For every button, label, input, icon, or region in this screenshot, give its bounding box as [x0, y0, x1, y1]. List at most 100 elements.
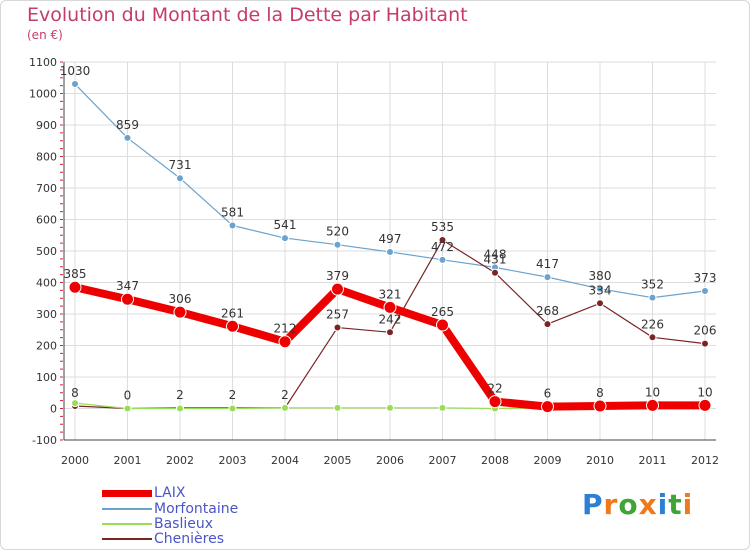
data-point-laix	[541, 400, 554, 414]
data-point-chenieres	[596, 299, 604, 308]
y-tick-label: 0	[50, 403, 57, 416]
legend-label-laix: LAIX	[154, 485, 186, 501]
data-label-morfontaine: 497	[379, 232, 402, 246]
data-point-laix	[226, 319, 239, 333]
y-tick-label: 700	[36, 182, 57, 195]
legend-label-morfontaine: Morfontaine	[154, 501, 239, 517]
legend-item-laix: LAIX	[102, 485, 185, 501]
data-point-morfontaine	[438, 255, 447, 264]
y-tick-label: -100	[32, 434, 57, 447]
data-label-laix: 22	[487, 382, 502, 396]
data-point-laix	[331, 282, 344, 296]
legend-swatch-baslieux	[102, 523, 152, 525]
brand-letter: r	[603, 488, 619, 521]
data-point-laix	[646, 398, 659, 412]
data-point-baslieux	[228, 404, 237, 413]
data-point-laix	[68, 280, 82, 294]
data-point-baslieux	[386, 403, 394, 412]
legend-swatch-chenieres	[102, 538, 152, 540]
data-label-chenieres: 2	[281, 388, 289, 402]
data-point-morfontaine	[281, 234, 289, 243]
brand-letter: i	[682, 488, 694, 521]
axes: -100010020030040050060070080090010001100…	[29, 56, 719, 467]
brand-letter: x	[638, 488, 658, 521]
series-lines	[68, 80, 712, 414]
legend-swatch-morfontaine	[102, 508, 152, 510]
data-label-chenieres: 431	[484, 253, 507, 267]
data-point-baslieux	[123, 404, 132, 413]
data-label-morfontaine: 417	[536, 257, 559, 271]
data-point-morfontaine	[386, 247, 394, 256]
data-label-morfontaine: 859	[116, 118, 139, 132]
grid-lines	[64, 61, 716, 440]
x-tick-label: 2006	[376, 454, 404, 467]
brand-letter: t	[668, 488, 683, 521]
data-label-morfontaine: 380	[589, 269, 612, 283]
data-label-laix: 6	[544, 387, 552, 401]
data-label-morfontaine: 472	[431, 240, 454, 254]
data-point-morfontaine	[596, 284, 604, 293]
data-point-baslieux	[438, 403, 447, 412]
y-tick-label: 300	[36, 308, 57, 321]
data-label-laix: 321	[379, 287, 402, 301]
data-label-laix: 10	[697, 385, 712, 399]
data-point-laix	[593, 399, 607, 413]
x-tick-label: 2000	[61, 454, 89, 467]
data-label-chenieres: 2	[229, 388, 237, 402]
data-label-morfontaine: 731	[169, 158, 192, 172]
data-label-chenieres: 0	[124, 389, 132, 403]
legend-item-morfontaine: Morfontaine	[102, 501, 238, 517]
data-label-laix: 385	[64, 267, 87, 281]
chart-title: Evolution du Montant de la Dette par Hab…	[27, 4, 468, 26]
data-point-laix	[488, 395, 502, 409]
x-tick-label: 2005	[324, 454, 352, 467]
y-tick-label: 600	[36, 214, 57, 227]
data-point-morfontaine	[333, 240, 342, 249]
data-label-morfontaine: 1030	[60, 64, 91, 78]
data-point-morfontaine	[176, 174, 184, 183]
data-point-laix	[436, 318, 449, 332]
legend-item-baslieux: Baslieux	[102, 516, 213, 532]
data-point-baslieux	[176, 404, 184, 413]
data-point-chenieres	[543, 320, 552, 329]
x-tick-label: 2012	[691, 454, 719, 467]
x-tick-label: 2008	[481, 454, 509, 467]
data-label-laix: 379	[326, 269, 349, 283]
data-label-laix: 265	[431, 305, 454, 319]
data-label-laix: 261	[221, 306, 244, 320]
x-tick-label: 2003	[219, 454, 247, 467]
legend-label-chenieres: Chenières	[154, 531, 224, 547]
data-point-baslieux	[71, 399, 79, 408]
data-label-chenieres: 535	[431, 220, 454, 234]
x-tick-label: 2009	[534, 454, 562, 467]
data-label-morfontaine: 541	[274, 218, 297, 232]
data-label-chenieres: 226	[641, 317, 664, 331]
data-label-laix: 306	[169, 292, 192, 306]
data-point-morfontaine	[228, 221, 237, 230]
data-point-chenieres	[701, 339, 709, 348]
x-tick-label: 2002	[166, 454, 194, 467]
data-point-chenieres	[333, 323, 342, 332]
legend-label-baslieux: Baslieux	[154, 516, 214, 532]
data-point-laix	[698, 398, 712, 412]
data-point-chenieres	[386, 328, 394, 337]
data-point-laix	[278, 335, 292, 349]
x-tick-label: 2010	[586, 454, 614, 467]
x-tick-label: 2011	[639, 454, 667, 467]
y-tick-label: 1000	[29, 88, 57, 101]
data-label-morfontaine: 352	[641, 278, 664, 292]
data-point-baslieux	[333, 403, 342, 412]
brand-letter: o	[618, 488, 639, 521]
y-tick-label: 900	[36, 119, 57, 132]
data-label-morfontaine: 448	[484, 247, 507, 261]
data-point-laix	[383, 300, 397, 314]
data-label-chenieres: 242	[379, 312, 402, 326]
y-tick-label: 1100	[29, 56, 57, 69]
data-point-morfontaine	[543, 273, 552, 282]
y-tick-label: 800	[36, 151, 57, 164]
data-label-laix: 347	[116, 279, 139, 293]
data-label-morfontaine: 520	[326, 225, 349, 239]
y-tick-label: 500	[36, 245, 57, 258]
data-point-laix	[121, 292, 134, 306]
